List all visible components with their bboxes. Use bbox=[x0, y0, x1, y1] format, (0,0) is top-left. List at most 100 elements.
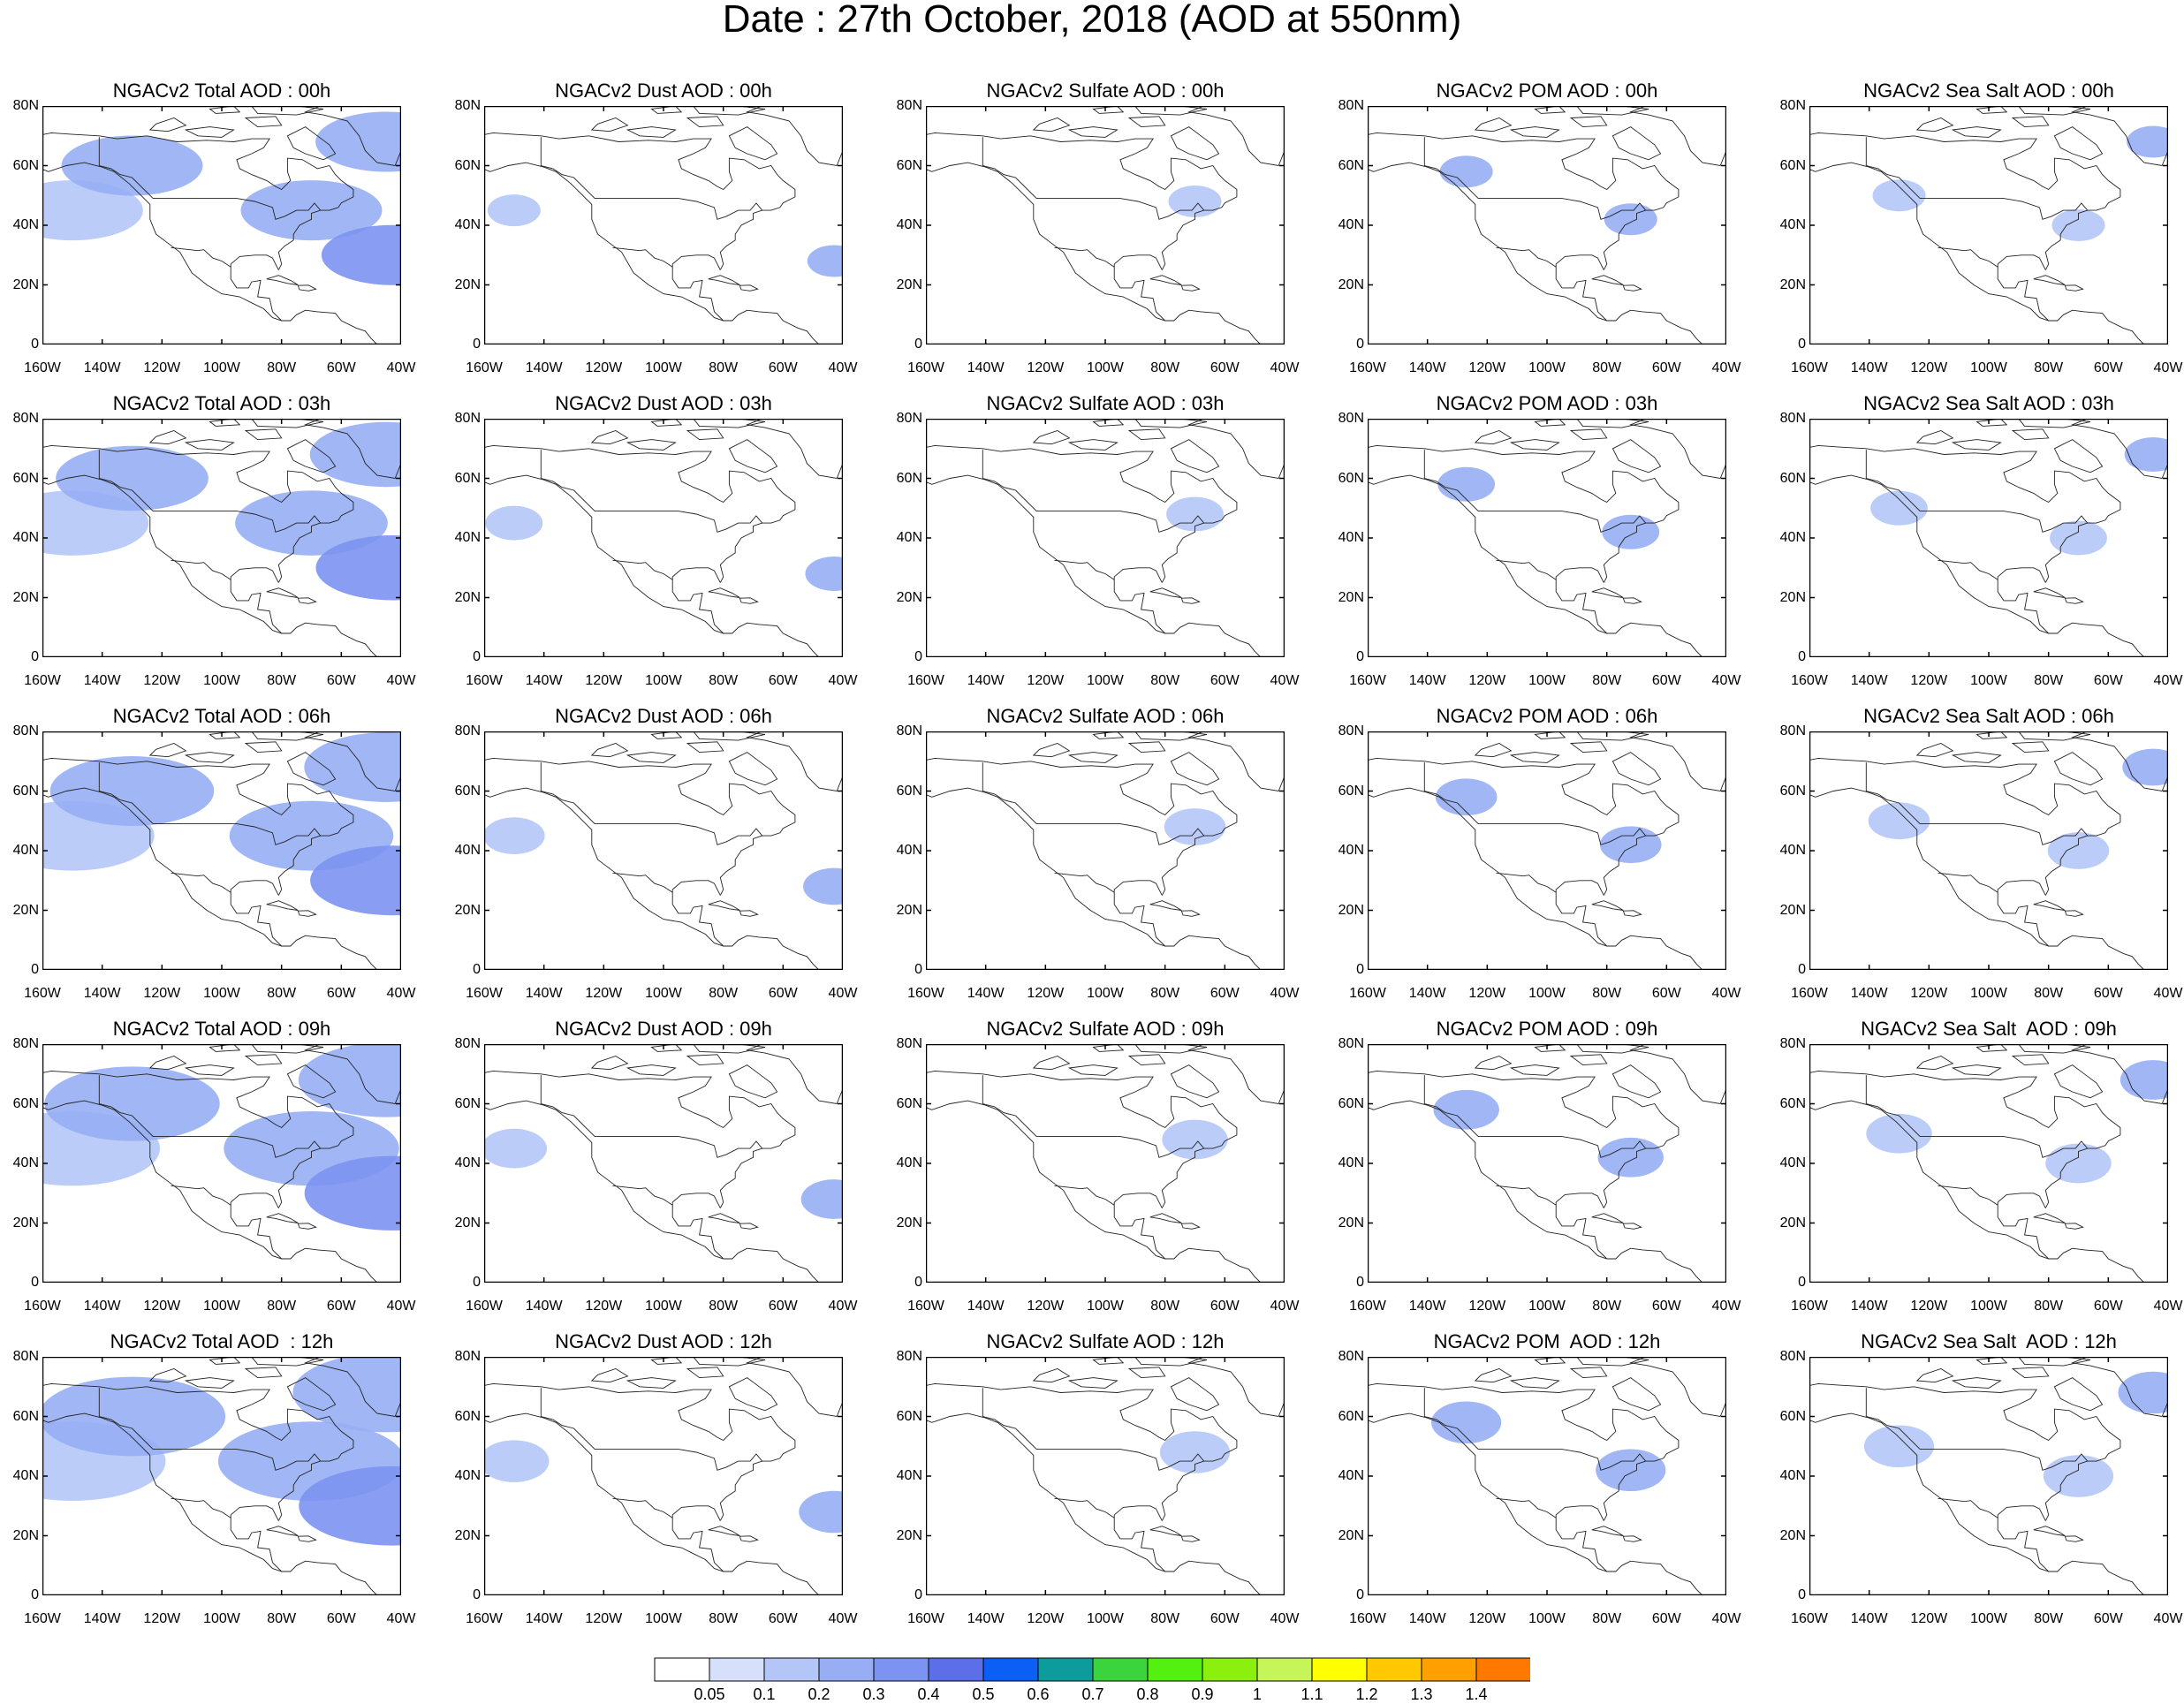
lon-tick-label: 100W bbox=[1528, 986, 1566, 1001]
lat-tick-label: 80N bbox=[896, 1349, 922, 1364]
panel-title: NGACv2 Sea Salt AOD : 12h bbox=[1861, 1330, 2117, 1352]
lat-tick-label: 40N bbox=[1338, 1468, 1364, 1483]
lon-tick-label: 40W bbox=[1711, 1299, 1741, 1314]
lon-tick-label: 100W bbox=[1970, 360, 2007, 375]
lon-tick-label: 140W bbox=[1408, 1611, 1446, 1626]
lon-tick-label: 140W bbox=[1408, 673, 1446, 688]
aod-map bbox=[42, 106, 401, 345]
colorbar-swatch bbox=[1147, 1657, 1203, 1682]
lon-tick-label: 160W bbox=[466, 1611, 503, 1626]
lat-tick-label: 40N bbox=[454, 530, 481, 545]
lat-tick-label: 40N bbox=[896, 1468, 922, 1483]
aod-blob bbox=[240, 180, 383, 241]
lat-tick-label: 60N bbox=[896, 783, 922, 799]
lon-tick-label: 120W bbox=[143, 1611, 181, 1626]
lat-tick-label: 20N bbox=[896, 589, 922, 605]
aod-blob bbox=[44, 1066, 220, 1141]
lat-tick-label: 40N bbox=[896, 1155, 922, 1170]
aod-blob bbox=[1602, 514, 1660, 549]
colorbar-swatch bbox=[1475, 1657, 1530, 1682]
lat-tick-label: 80N bbox=[1779, 98, 1806, 113]
lon-tick-label: 40W bbox=[2153, 1299, 2183, 1314]
map-panel: NGACv2 POM AOD : 09h 0 20N 40N 60N 80N 160W 140… bbox=[1338, 1018, 1809, 1330]
lon-tick-label: 100W bbox=[203, 673, 240, 688]
map-panel: NGACv2 Sea Salt AOD : 12h 0 20N 40N 60N 80N 16… bbox=[1780, 1330, 2184, 1643]
lat-tick-label: 80N bbox=[1779, 723, 1806, 738]
map-panel: NGACv2 Sulfate AOD : 00h 0 20N 40N 60N 80N 160… bbox=[897, 80, 1368, 392]
map-panel: NGACv2 Sulfate AOD : 12h 0 20N 40N 60N 80N 160… bbox=[897, 1330, 1368, 1643]
aod-blob bbox=[1437, 466, 1496, 502]
map-panel: NGACv2 Dust AOD : 09h 0 20N 40N 60N 80N 160W 14… bbox=[455, 1018, 926, 1330]
lat-tick-label: 60N bbox=[12, 157, 39, 173]
panel-title: NGACv2 POM AOD : 03h bbox=[1436, 392, 1658, 414]
aod-blob bbox=[485, 505, 543, 541]
lon-tick-label: 100W bbox=[1087, 360, 1124, 375]
lon-tick-label: 120W bbox=[1027, 1299, 1065, 1314]
map-panel: NGACv2 Total AOD : 00h 0 20N 40N 60N 80N 160W 1… bbox=[13, 80, 484, 392]
aod-blob bbox=[235, 490, 388, 556]
lon-tick-label: 80W bbox=[2034, 360, 2064, 375]
lon-tick-label: 60W bbox=[1210, 1611, 1240, 1626]
lat-tick-label: 60N bbox=[1779, 783, 1806, 799]
panel-title: NGACv2 Total AOD : 09h bbox=[112, 1018, 331, 1040]
lon-tick-label: 140W bbox=[83, 1611, 121, 1626]
aod-blob bbox=[2127, 125, 2168, 158]
lat-tick-label: 80N bbox=[1779, 1036, 1806, 1051]
lon-tick-label: 100W bbox=[645, 360, 682, 375]
lon-tick-label: 120W bbox=[1910, 360, 1948, 375]
map-panel: NGACv2 Dust AOD : 00h 0 20N 40N 60N 80N 160W 14… bbox=[455, 80, 926, 392]
aod-map bbox=[926, 1357, 1285, 1595]
lon-tick-label: 60W bbox=[768, 1611, 798, 1626]
aod-blob bbox=[2045, 1143, 2112, 1184]
lon-tick-label: 160W bbox=[1349, 1611, 1386, 1626]
lon-tick-label: 60W bbox=[326, 1611, 356, 1626]
lat-tick-label: 40N bbox=[1338, 217, 1364, 232]
lon-tick-label: 40W bbox=[1711, 986, 1741, 1001]
lon-tick-label: 120W bbox=[143, 986, 181, 1001]
lon-tick-label: 80W bbox=[709, 673, 739, 688]
lon-tick-label: 60W bbox=[1651, 673, 1681, 688]
panel-title: NGACv2 Sea Salt AOD : 00h bbox=[1863, 80, 2114, 102]
aod-map bbox=[484, 1044, 843, 1283]
lat-tick-label: 80N bbox=[1338, 411, 1364, 426]
aod-blob bbox=[61, 135, 203, 196]
colorbar-swatch bbox=[982, 1657, 1039, 1682]
lat-tick-label: 60N bbox=[12, 1095, 39, 1111]
lon-tick-label: 60W bbox=[326, 986, 356, 1001]
lat-tick-label: 20N bbox=[1338, 1215, 1364, 1231]
lon-tick-label: 140W bbox=[967, 360, 1005, 375]
lon-tick-label: 160W bbox=[466, 1299, 503, 1314]
lon-tick-label: 160W bbox=[907, 1611, 944, 1626]
lat-tick-label: 60N bbox=[12, 1408, 39, 1424]
aod-map bbox=[42, 731, 401, 970]
lon-tick-label: 40W bbox=[1270, 673, 1300, 688]
lon-tick-label: 100W bbox=[1970, 1611, 2007, 1626]
lat-tick-label: 60N bbox=[1338, 157, 1364, 173]
lon-tick-label: 60W bbox=[1651, 360, 1681, 375]
lat-tick-label: 20N bbox=[1779, 902, 1806, 918]
lon-tick-label: 40W bbox=[828, 360, 858, 375]
lon-tick-label: 80W bbox=[267, 1611, 297, 1626]
aod-blob bbox=[1168, 186, 1222, 217]
lat-tick-label: 60N bbox=[896, 1408, 922, 1424]
lon-tick-label: 100W bbox=[1528, 1299, 1566, 1314]
aod-map bbox=[926, 731, 1285, 970]
aod-blob bbox=[315, 111, 401, 172]
lat-tick-label: 0 bbox=[1356, 962, 1364, 977]
lon-tick-label: 140W bbox=[967, 1299, 1005, 1314]
aod-blob bbox=[42, 180, 143, 241]
aod-blob bbox=[807, 245, 843, 277]
colorbar-swatch bbox=[1311, 1657, 1368, 1682]
lat-tick-label: 0 bbox=[31, 337, 39, 352]
aod-map bbox=[1368, 106, 1726, 345]
lon-tick-label: 140W bbox=[1850, 986, 1888, 1001]
lat-tick-label: 60N bbox=[1338, 1095, 1364, 1111]
aod-map bbox=[484, 419, 843, 657]
lon-tick-label: 160W bbox=[1349, 360, 1386, 375]
lat-tick-label: 0 bbox=[1798, 649, 1806, 664]
lat-tick-label: 40N bbox=[1338, 530, 1364, 545]
lat-tick-label: 20N bbox=[896, 902, 922, 918]
colorbar-tick-label: 0.9 bbox=[1191, 1685, 1214, 1703]
lon-tick-label: 100W bbox=[203, 1611, 240, 1626]
lon-tick-label: 160W bbox=[1791, 1299, 1828, 1314]
